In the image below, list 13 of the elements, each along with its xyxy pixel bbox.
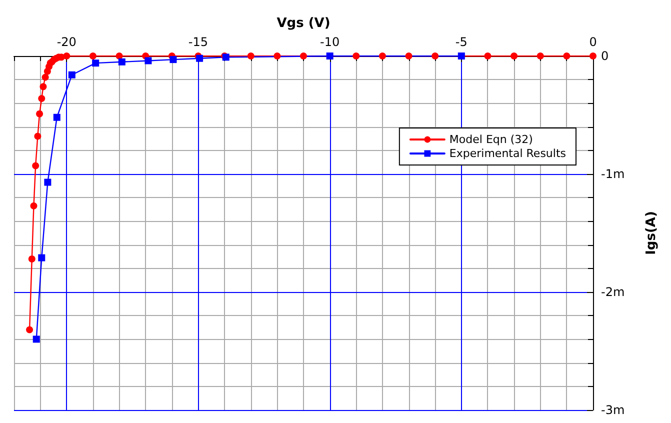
y-tick-label: -1m bbox=[601, 167, 625, 181]
x-axis-title: Vgs (V) bbox=[276, 16, 330, 31]
x-tick-label: 0 bbox=[589, 35, 597, 49]
y-tick-label: -2m bbox=[601, 285, 625, 299]
x-tick-label: -20 bbox=[56, 35, 76, 49]
x-tick-label: -10 bbox=[320, 35, 340, 49]
legend-label: Experimental Results bbox=[449, 147, 566, 160]
x-tick-label: -5 bbox=[455, 35, 468, 49]
y-tick-label: -3m bbox=[601, 403, 625, 417]
y-tick-label: 0 bbox=[601, 49, 609, 63]
y-axis-title: Igs(A) bbox=[644, 211, 659, 255]
x-tick-label: -15 bbox=[188, 35, 208, 49]
legend-label: Model Eqn (32) bbox=[449, 133, 533, 146]
